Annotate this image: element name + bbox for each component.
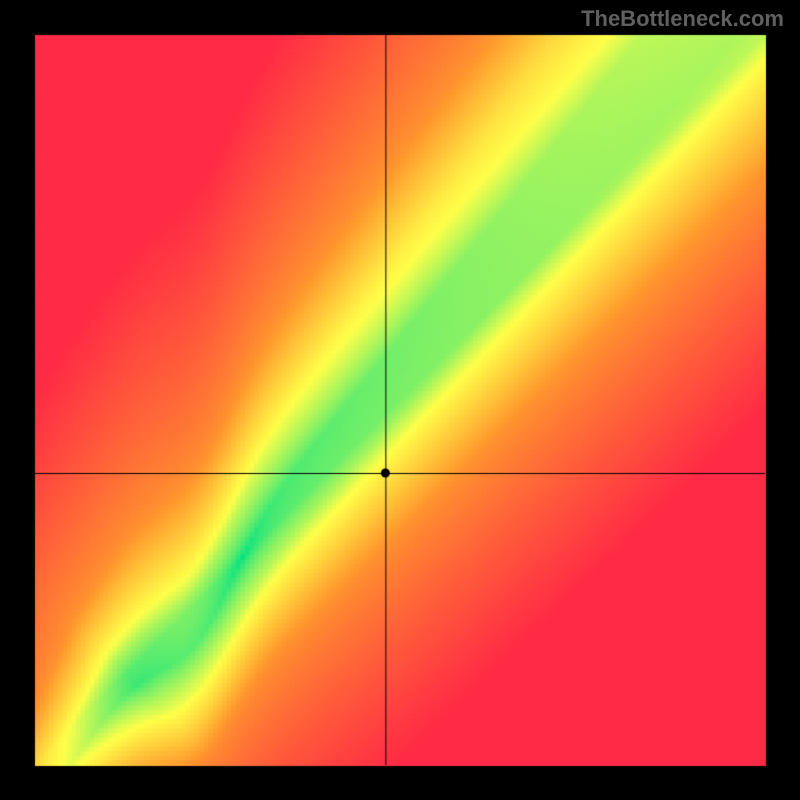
bottleneck-heatmap bbox=[0, 0, 800, 800]
attribution-text: TheBottleneck.com bbox=[581, 6, 784, 32]
